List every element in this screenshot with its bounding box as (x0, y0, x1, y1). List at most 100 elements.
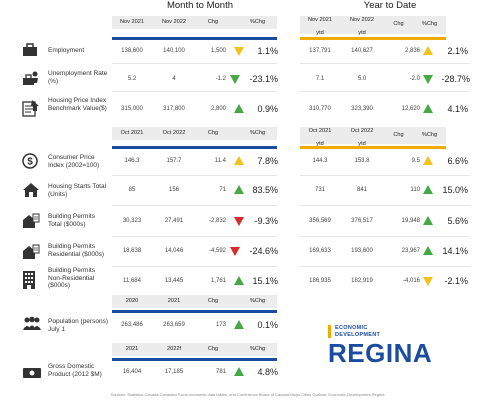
header-col-4: %Chg (249, 19, 266, 25)
ytd-pct: 6.6% (447, 156, 468, 166)
value-pct: 4.8% (257, 367, 278, 377)
economic-development-regina-logo: ECONOMIC DEVELOPMENT REGINA (328, 324, 448, 374)
value-curr: 27,491 (164, 218, 184, 224)
year-to-date-title: Year to Date (363, 0, 417, 11)
cash-icon (23, 368, 41, 378)
header-ytd-col-2: Oct 2022 ytd (342, 128, 382, 148)
row-divider (300, 91, 470, 92)
ytd-curr: 153.8 (354, 158, 370, 164)
value-chg: 71 (219, 187, 226, 193)
ytd-chg: 23,967 (401, 248, 420, 254)
value-chg: 1,761 (210, 278, 226, 284)
row-divider (112, 266, 277, 267)
ytd-col-2-suffix: ytd (358, 30, 366, 36)
header-row-4: 2021 2022f Chg %Chg (112, 343, 277, 356)
ytd-prev: 7.1 (315, 76, 325, 82)
briefcase-icon (23, 43, 37, 56)
ytd-pct: 4.1% (447, 104, 468, 114)
value-curr: 156 (168, 187, 179, 193)
value-prev: 16,404 (122, 369, 142, 375)
header-row-1-ytd: Nov 2021 ytd Nov 2022 ytd Chg %Chg (300, 16, 446, 36)
row-divider (300, 175, 470, 176)
row-divider (300, 63, 470, 64)
value-prev: 315,000 (121, 106, 143, 112)
trend-up-icon (234, 156, 244, 165)
header-col-1: Oct 2021 (120, 130, 144, 136)
header-col-1: 2020 (125, 298, 139, 304)
value-curr: 4 (172, 76, 176, 82)
unemployment-icon (23, 71, 38, 85)
table-row: Population (persons) July 1 263,486 263,… (0, 313, 495, 337)
source-footer: Sources: Statistics Canada Canadian Soci… (110, 392, 385, 397)
ytd-pct: 15.0% (442, 185, 468, 195)
building-permit-icon (23, 213, 40, 228)
ytd-curr: 323,390 (351, 106, 373, 112)
ytd-chg: 19,948 (401, 218, 420, 224)
value-chg: -4,592 (208, 248, 226, 254)
header-row-1: Nov 2021 Nov 2022 Chg %Chg (112, 16, 277, 29)
row-label: Employment (48, 47, 85, 54)
row-divider (112, 236, 277, 237)
ytd-pct: -28.7% (441, 74, 470, 84)
ytd-pct: 2.1% (447, 46, 468, 56)
trend-up-icon (234, 367, 244, 376)
trend-up-icon (423, 46, 433, 55)
ytd-prev: 310,770 (309, 106, 331, 112)
table-row: Housing Price Index Benchmark Value($) 3… (0, 95, 495, 123)
logo-line-1: ECONOMIC (335, 325, 368, 331)
ytd-curr: 376,517 (351, 218, 373, 224)
header-col-3: Chg (207, 130, 219, 136)
month-to-month-title: Month to Month (166, 0, 233, 11)
header-col-1: Nov 2021 (120, 19, 144, 25)
trend-up-icon (423, 104, 433, 113)
header-underline (112, 310, 277, 313)
header-col-4: %Chg (249, 130, 266, 136)
value-pct: 0.9% (257, 104, 278, 114)
value-pct: -9.3% (254, 216, 278, 226)
trend-up-icon (423, 156, 433, 165)
trend-down-icon (234, 217, 244, 226)
header-underline-ytd (300, 146, 446, 149)
trend-up-icon (423, 216, 433, 225)
value-prev: 30,323 (122, 218, 142, 224)
ytd-chg: -2.0 (409, 76, 420, 82)
value-pct: -23.1% (249, 74, 278, 84)
value-curr: 140,100 (163, 48, 185, 54)
header-underline-ytd (300, 37, 446, 40)
value-chg: 11.4 (214, 158, 226, 164)
row-divider (112, 91, 277, 92)
row-label: Housing Price Index Benchmark Value($) (48, 97, 107, 112)
ytd-chg: 110 (410, 187, 420, 193)
trend-down-icon (230, 247, 240, 256)
ytd-col-2-label: Nov 2022 (350, 17, 374, 23)
header-ytd-col-1: Oct 2021 ytd (300, 128, 340, 148)
value-prev: 11,684 (123, 278, 141, 284)
table-row: Building Permits Total ($000s) 30,323 27… (0, 208, 495, 235)
ytd-pct: -2.1% (444, 276, 468, 286)
trend-up-icon (234, 185, 244, 194)
table-row: Unemployment Rate (%) 5.2 4 -1.2 -23.1% … (0, 66, 495, 90)
dollar-coin-icon: $ (22, 153, 38, 169)
trend-down-icon (423, 75, 433, 84)
header-col-3: Chg (207, 19, 219, 25)
table-row: Building Permits Residential ($000s) 18,… (0, 239, 495, 265)
ytd-chg: 9.5 (411, 158, 420, 164)
header-col-3: Chg (207, 298, 219, 304)
header-col-2: Oct 2022 (162, 130, 186, 136)
trend-down-icon (234, 47, 244, 56)
value-curr: 17,185 (164, 369, 184, 375)
value-curr: 157.7 (166, 158, 182, 164)
header-underline (112, 146, 277, 149)
trend-up-icon (423, 246, 433, 255)
ytd-pct: 5.6% (447, 216, 468, 226)
value-prev: 85 (128, 187, 136, 193)
ytd-col-2-suffix: ytd (358, 141, 366, 147)
value-curr: 263,659 (163, 322, 185, 328)
value-pct: 7.8% (257, 156, 278, 166)
office-building-icon (23, 271, 35, 289)
ytd-curr: 182,919 (351, 278, 373, 284)
table-row: Building Permits Non-Residential ($000s)… (0, 266, 495, 294)
residential-permit-icon (23, 244, 40, 259)
logo-accent-bar (328, 325, 331, 338)
row-divider (112, 63, 277, 64)
